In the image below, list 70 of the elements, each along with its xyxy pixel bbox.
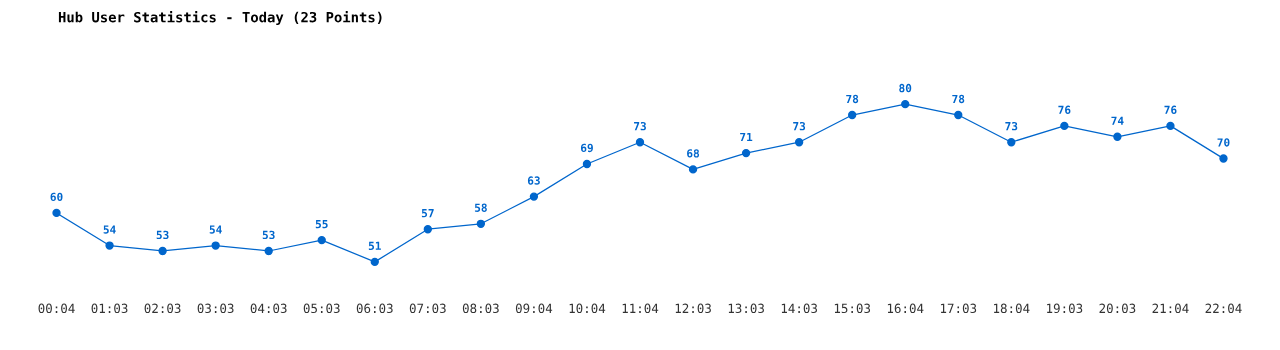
data-label: 68 (687, 149, 700, 158)
x-tick-label: 02:03 (144, 303, 181, 314)
point (211, 241, 220, 250)
point (476, 219, 486, 228)
x-tick-label: 19:03 (1047, 303, 1083, 314)
data-label: 73 (1005, 121, 1018, 131)
x-tick-label: 04:03 (250, 303, 287, 314)
x-tick-label: 11:04 (622, 303, 659, 314)
x-tick-label: 09:04 (515, 303, 553, 314)
x-tick-label: 01:03 (91, 303, 128, 314)
data-label: 74 (1111, 116, 1124, 125)
data-label: 76 (1058, 105, 1071, 115)
x-tick-label: 03:03 (197, 303, 234, 314)
point (688, 165, 698, 174)
point (1060, 121, 1069, 131)
point (105, 241, 114, 250)
x-tick-label: 17:03 (940, 303, 977, 314)
data-label: 71 (740, 132, 753, 142)
x-tick-label: 18:04 (993, 303, 1030, 314)
data-label: 55 (315, 219, 328, 229)
x-tick-label: 14:03 (781, 303, 818, 314)
data-label: 69 (580, 143, 593, 153)
point (741, 148, 751, 158)
point (635, 138, 645, 147)
data-label: 60 (50, 192, 63, 202)
x-tick-label: 08:03 (462, 303, 499, 314)
data-label: 51 (368, 241, 381, 250)
point (954, 110, 963, 120)
x-tick-label: 06:03 (356, 303, 393, 314)
x-tick-label: 10:04 (569, 303, 606, 314)
x-tick-label: 13:03 (728, 303, 764, 314)
data-label: 80 (899, 83, 912, 93)
x-tick-label: 05:03 (303, 303, 340, 314)
x-tick-label: 22:04 (1205, 303, 1242, 314)
x-tick-label: 00:04 (38, 303, 75, 314)
x-tick-label: 07:03 (409, 303, 446, 314)
data-label: 76 (1164, 105, 1177, 115)
x-tick-label: 21:04 (1152, 303, 1189, 314)
point (1113, 132, 1122, 141)
point (1007, 138, 1016, 147)
point (1219, 154, 1228, 163)
data-label: 63 (527, 176, 540, 185)
data-label: 53 (262, 230, 275, 240)
x-tick-label: 16:04 (887, 303, 924, 314)
point (582, 159, 592, 169)
data-label: 53 (156, 230, 169, 240)
point (370, 257, 379, 267)
data-label: 70 (1217, 138, 1230, 147)
x-tick-label: 12:03 (675, 303, 711, 314)
point (158, 246, 167, 256)
point (423, 225, 432, 234)
data-label: 73 (634, 121, 646, 131)
point (848, 110, 857, 120)
data-label: 78 (952, 94, 965, 104)
x-tick-label: 15:03 (834, 303, 871, 314)
data-label: 57 (421, 209, 434, 218)
data-label: 73 (793, 121, 806, 131)
x-tick-label: 20:03 (1099, 303, 1136, 314)
data-label: 58 (474, 203, 487, 212)
point (264, 246, 273, 256)
data-label: 78 (846, 94, 859, 104)
data-label: 54 (103, 225, 116, 234)
point (529, 192, 539, 201)
point (1166, 121, 1175, 131)
data-label: 54 (209, 225, 222, 234)
point (52, 208, 61, 218)
point (794, 138, 804, 147)
chart-title: Hub User Statistics - Today (23 Points) (58, 10, 382, 26)
point (901, 99, 910, 109)
point (317, 235, 326, 245)
